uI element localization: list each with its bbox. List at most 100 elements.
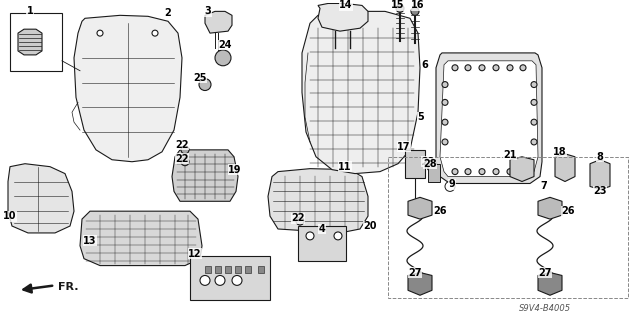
Text: S9V4-B4005: S9V4-B4005 [519,304,571,313]
Bar [428,164,440,182]
Text: 23: 23 [593,186,607,197]
Circle shape [531,139,537,145]
Text: 28: 28 [423,159,437,169]
Circle shape [452,169,458,174]
Text: 22: 22 [175,154,189,164]
Text: FR.: FR. [58,282,79,292]
Text: 24: 24 [218,40,232,50]
Text: 26: 26 [433,206,447,216]
Circle shape [215,276,225,286]
Text: 11: 11 [339,162,352,172]
Circle shape [200,276,210,286]
Text: 5: 5 [418,112,424,122]
Polygon shape [555,154,575,182]
Circle shape [465,169,471,174]
Text: 22: 22 [175,140,189,150]
Text: 17: 17 [397,142,411,152]
Polygon shape [318,4,368,31]
Text: 1: 1 [27,6,33,16]
Circle shape [465,65,471,71]
Text: 21: 21 [503,150,516,160]
Polygon shape [408,197,432,219]
Text: 25: 25 [193,73,207,83]
Circle shape [97,30,103,36]
Circle shape [442,82,448,87]
Text: 18: 18 [553,147,567,157]
Circle shape [296,217,304,225]
Text: 9: 9 [449,180,456,189]
Polygon shape [590,160,610,189]
Circle shape [452,65,458,71]
Polygon shape [172,150,238,201]
Text: 16: 16 [412,0,425,11]
Circle shape [479,65,485,71]
Circle shape [411,7,419,15]
Text: 27: 27 [408,268,422,278]
Circle shape [493,169,499,174]
Text: 14: 14 [339,0,353,11]
Circle shape [181,158,189,166]
Circle shape [334,232,342,240]
Circle shape [199,79,211,91]
Text: 15: 15 [391,0,404,11]
Circle shape [531,100,537,105]
Circle shape [507,169,513,174]
Circle shape [442,119,448,125]
Circle shape [507,65,513,71]
Text: 10: 10 [3,211,17,221]
Bar [388,157,628,298]
Circle shape [427,162,437,172]
Bar [245,266,251,273]
Bar [405,150,425,178]
Text: 3: 3 [205,6,211,16]
Circle shape [181,146,189,154]
Bar [258,266,264,273]
Text: 20: 20 [364,221,377,231]
Text: 23: 23 [421,157,435,167]
Text: 13: 13 [83,236,97,246]
Circle shape [442,139,448,145]
Bar [225,266,231,273]
Bar [235,266,241,273]
Circle shape [306,232,314,240]
Bar [298,226,346,261]
Text: 19: 19 [228,165,242,174]
Polygon shape [302,11,420,174]
Bar [215,266,221,273]
Circle shape [531,82,537,87]
Polygon shape [440,61,538,176]
Polygon shape [538,272,562,295]
Circle shape [152,30,158,36]
Polygon shape [538,197,562,219]
Text: 2: 2 [164,8,172,19]
Circle shape [445,182,455,191]
Polygon shape [268,169,368,233]
Polygon shape [80,211,202,266]
Polygon shape [18,29,42,55]
Polygon shape [8,164,74,233]
Text: 7: 7 [541,182,547,191]
Text: 8: 8 [596,152,604,162]
Circle shape [396,4,404,12]
Text: 6: 6 [422,60,428,70]
Polygon shape [436,53,542,183]
Circle shape [493,65,499,71]
Polygon shape [408,272,432,295]
Circle shape [479,169,485,174]
Circle shape [520,169,526,174]
Polygon shape [510,157,534,182]
Bar [190,256,270,300]
Polygon shape [205,11,232,33]
Circle shape [215,50,231,66]
Text: 12: 12 [188,249,202,259]
Circle shape [442,100,448,105]
Bar [205,266,211,273]
Bar [10,13,62,71]
Text: 26: 26 [561,206,575,216]
Polygon shape [74,15,182,162]
Circle shape [232,276,242,286]
Text: 4: 4 [319,224,325,234]
Text: 22: 22 [291,213,305,223]
Circle shape [531,119,537,125]
Circle shape [520,65,526,71]
